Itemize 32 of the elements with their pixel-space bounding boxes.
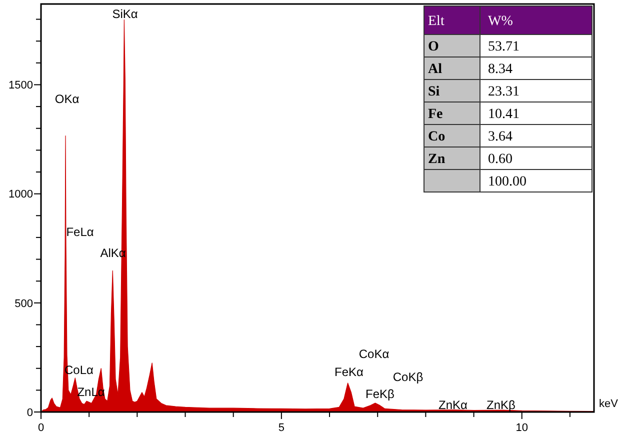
annotation: 8.34 bbox=[488, 62, 512, 78]
annotation: 3.64 bbox=[488, 130, 512, 145]
annotation: Al bbox=[428, 62, 442, 78]
annotation: ZnKβ bbox=[486, 398, 516, 412]
y-tick-label: 0 bbox=[26, 406, 33, 419]
annotation: CoKα bbox=[358, 347, 390, 362]
annotation: ZnKα bbox=[438, 398, 468, 412]
annotation: FeLα bbox=[66, 225, 94, 240]
annotation: 10.41 bbox=[488, 107, 520, 122]
annotation: SiKα bbox=[112, 7, 138, 22]
annotation: Fe bbox=[428, 107, 443, 122]
annotation: 53.71 bbox=[488, 40, 520, 55]
x-tick-label: 0 bbox=[38, 422, 44, 434]
annotation: OKα bbox=[54, 92, 80, 106]
x-axis-title: keV bbox=[599, 398, 619, 410]
annotation: 23.31 bbox=[488, 84, 520, 100]
annotation: W% bbox=[488, 14, 514, 30]
annotation: CoKβ bbox=[392, 370, 424, 384]
annotation: FeKβ bbox=[366, 387, 395, 402]
annotation: FeKα bbox=[334, 365, 364, 380]
y-tick-label: 1500 bbox=[8, 80, 33, 92]
annotation: 100.00 bbox=[488, 174, 526, 190]
annotation: O bbox=[428, 40, 439, 55]
annotation: Zn bbox=[428, 152, 446, 168]
annotation: Si bbox=[428, 84, 440, 100]
y-tick-label: 1000 bbox=[8, 188, 33, 201]
x-tick-label: 10 bbox=[516, 422, 528, 434]
annotation: Co bbox=[428, 130, 446, 145]
y-tick-label: 500 bbox=[14, 298, 33, 310]
annotation: 0.60 bbox=[488, 152, 512, 168]
x-tick-label: 5 bbox=[278, 422, 284, 434]
annotation: Elt bbox=[428, 14, 444, 30]
